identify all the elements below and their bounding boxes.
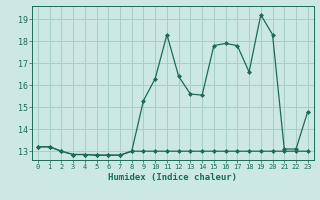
X-axis label: Humidex (Indice chaleur): Humidex (Indice chaleur) [108, 173, 237, 182]
